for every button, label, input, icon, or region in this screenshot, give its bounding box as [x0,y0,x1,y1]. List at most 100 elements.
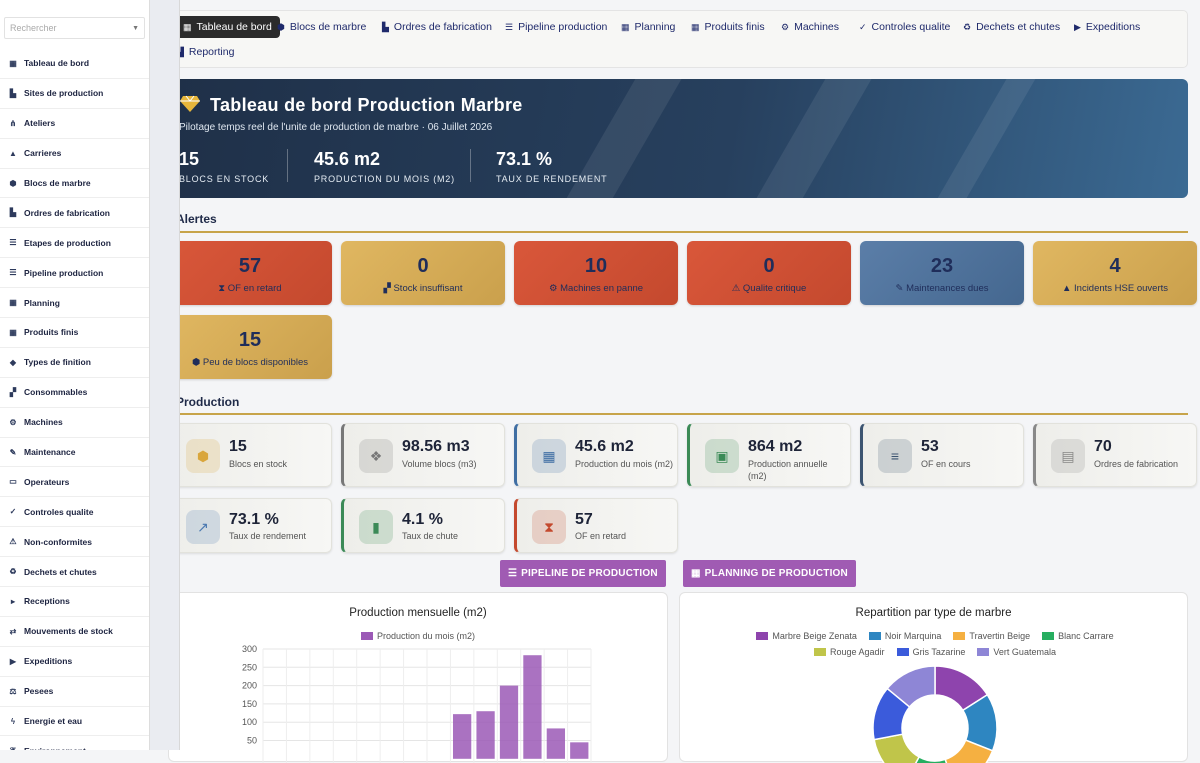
sidebar-item-label: Expeditions [24,656,73,667]
bar[interactable] [570,742,589,759]
tab-produits-finis[interactable]: ▦ Produits finis [683,16,773,38]
sidebar-item-types-de-finition[interactable]: ◆ Types de finition [0,348,149,378]
sidebar-item-non-conformites[interactable]: ⚠ Non-conformites [0,527,149,558]
sidebar-item-sites-de-production[interactable]: ▙ Sites de production [0,79,149,109]
tab-controles-qualite[interactable]: ✓ Controles qualite [851,16,958,38]
pie-legend-item[interactable]: Gris Tazarine [896,647,966,657]
tab-reporting[interactable]: ▟ Reporting [169,41,242,63]
bar-chart-plot: 50 100 150 200 250 300 [242,644,592,763]
tab-label: Controles qualite [871,21,951,33]
pie-legend-item[interactable]: Rouge Agadir [814,647,885,657]
tab-machines[interactable]: ⚙ Machines [773,16,847,38]
tab-expeditions[interactable]: ▶ Expeditions [1066,16,1148,38]
alert-card[interactable]: 10 ⚙ Machines en panne [514,241,678,305]
pie-legend-item[interactable]: Blanc Carrare [1042,631,1114,641]
pie-legend-item[interactable]: Noir Marquina [868,631,941,641]
bar[interactable] [476,711,495,759]
sidebar-item-label: Produits finis [24,327,79,338]
sidebar-item-receptions[interactable]: ▸ Receptions [0,587,149,617]
alert-card[interactable]: 0 ⚠ Qualite critique [687,241,851,305]
sidebar-item-etapes-de-production[interactable]: ☰ Etapes de production [0,228,149,259]
alert-card[interactable]: 4 ▲ Incidents HSE ouverts [1033,241,1197,305]
stat-label: Volume blocs (m3) [402,459,477,469]
hero-stat-label: PRODUCTION DU MOIS (M2) [314,174,455,184]
alert-card[interactable]: 23 ✎ Maintenances dues [860,241,1024,305]
y-tick-label: 100 [242,717,257,727]
tab-tableau-de-bord[interactable]: ▦ Tableau de bord [175,16,280,38]
bar[interactable] [453,714,472,759]
pipeline-button[interactable]: ☰ PIPELINE DE PRODUCTION [500,560,666,587]
sidebar-item-blocs-de-marbre[interactable]: ⬢ Blocs de marbre [0,169,149,199]
sidebar-item-environnement[interactable]: ❦ Environnement [0,736,149,750]
sidebar-item-dechets-et-chutes[interactable]: ♻ Dechets et chutes [0,557,149,588]
hero-stat-production: 45.6 m2 PRODUCTION DU MOIS (M2) [314,149,455,184]
pie-legend-label: Gris Tazarine [912,647,966,657]
tab-ordres-de-fabrication[interactable]: ▙ Ordres de fabrication [374,16,500,38]
bar[interactable] [499,685,519,759]
tab-pipeline-production[interactable]: ☰ Pipeline production [497,16,615,38]
sidebar-item-label: Types de finition [24,357,91,368]
sidebar-item-pesees[interactable]: ⚖ Pesees [0,677,149,707]
tab-label: Blocs de marbre [289,21,367,33]
sidebar-item-maintenance[interactable]: ✎ Maintenance [0,438,149,468]
alert-card[interactable]: 57 ⧗ OF en retard [168,241,332,305]
tab-blocs-de-marbre[interactable]: ⬢ Blocs de marbre [269,16,374,38]
stream-icon: ☰ [505,21,514,32]
sidebar-item-controles-qualite[interactable]: ✓ Controles qualite [0,497,149,528]
sidebar-item-ateliers[interactable]: ⋔ Ateliers [0,109,149,139]
bar[interactable] [523,655,542,759]
alert-card[interactable]: 0 ▞ Stock insuffisant [341,241,505,305]
hero-stat-label: TAUX DE RENDEMENT [496,174,608,184]
sidebar-search-select[interactable]: Rechercher ▼ [4,17,145,39]
sidebar-item-expeditions[interactable]: ▶ Expeditions [0,647,149,677]
hero-stat-value: 15 [179,149,200,169]
alert-label: Peu de blocs disponibles [202,357,309,368]
planning-button[interactable]: ▦ PLANNING DE PRODUCTION [683,560,856,587]
sidebar-item-ordres-de-fabrication[interactable]: ▙ Ordres de fabrication [0,198,149,229]
alert-value: 15 [238,329,262,351]
stat-value: 73.1 % [229,511,279,528]
stat-value: 98.56 m3 [402,438,470,455]
sidebar-item-operateurs[interactable]: ▭ Operateurs [0,467,149,498]
bar-legend-item[interactable]: Production du mois (m2) [360,631,475,641]
clipboard-check-icon: ✓ [9,507,17,517]
calendar-check-icon: ▣ [705,439,739,473]
bar[interactable] [546,728,565,759]
sidebar-item-carrieres[interactable]: ▲ Carrieres [0,139,149,169]
sidebar-item-tableau-de-bord[interactable]: ▦ Tableau de bord [0,49,149,79]
sidebar-item-pipeline-production[interactable]: ☰ Pipeline production [0,258,149,289]
hero-stat-blocs: 15 BLOCS EN STOCK [179,149,269,184]
stat-value: 864 m2 [748,438,803,455]
sidebar-item-label: Ordres de fabrication [24,207,110,218]
sidebar-item-planning[interactable]: ▦ Planning [0,288,149,319]
pie-slice[interactable] [886,665,936,709]
pie-legend-item[interactable]: Travertin Beige [953,631,1030,641]
production-heading: Production [176,395,240,409]
alert-label: Qualite critique [742,283,807,294]
grid-icon: ▦ [691,21,700,32]
stream-icon: ☰ [9,268,17,278]
alert-value: 0 [417,255,429,277]
industry-icon: ▙ [9,208,17,218]
sidebar-item-consommables[interactable]: ▞ Consommables [0,378,149,408]
sidebar-item-machines[interactable]: ⚙ Machines [0,408,149,438]
sidebar-item-energie-et-eau[interactable]: ϟ Energie et eau [0,707,149,737]
boxes-icon: ▞ [383,283,391,294]
sidebar-item-produits-finis[interactable]: ▦ Produits finis [0,318,149,348]
bolt-icon: ϟ [10,716,16,726]
tab-dechets-et-chutes[interactable]: ♻ Dechets et chutes [955,16,1068,38]
sidebar-scrollbar[interactable] [150,0,180,750]
sitemap-icon: ⋔ [9,118,17,128]
tab-planning[interactable]: ▦ Planning [613,16,683,38]
pie-legend-item[interactable]: Marbre Beige Zenata [756,631,857,641]
page-title: Tableau de bord Production Marbre [210,95,523,115]
pie-legend-item[interactable]: Vert Guatemala [977,647,1056,657]
tab-label: Reporting [188,46,235,58]
grid-icon: ▦ [9,327,17,337]
pie-chart-card: Repartition par type de marbre Marbre Be… [679,592,1188,763]
tab-label: Pipeline production [518,21,608,33]
sidebar-item-mouvements-de-stock[interactable]: ⇄ Mouvements de stock [0,617,149,647]
id-card-icon: ▭ [9,477,17,487]
sidebar-item-label: Sites de production [24,88,104,99]
alert-card[interactable]: 15 ⬢ Peu de blocs disponibles [168,315,332,379]
